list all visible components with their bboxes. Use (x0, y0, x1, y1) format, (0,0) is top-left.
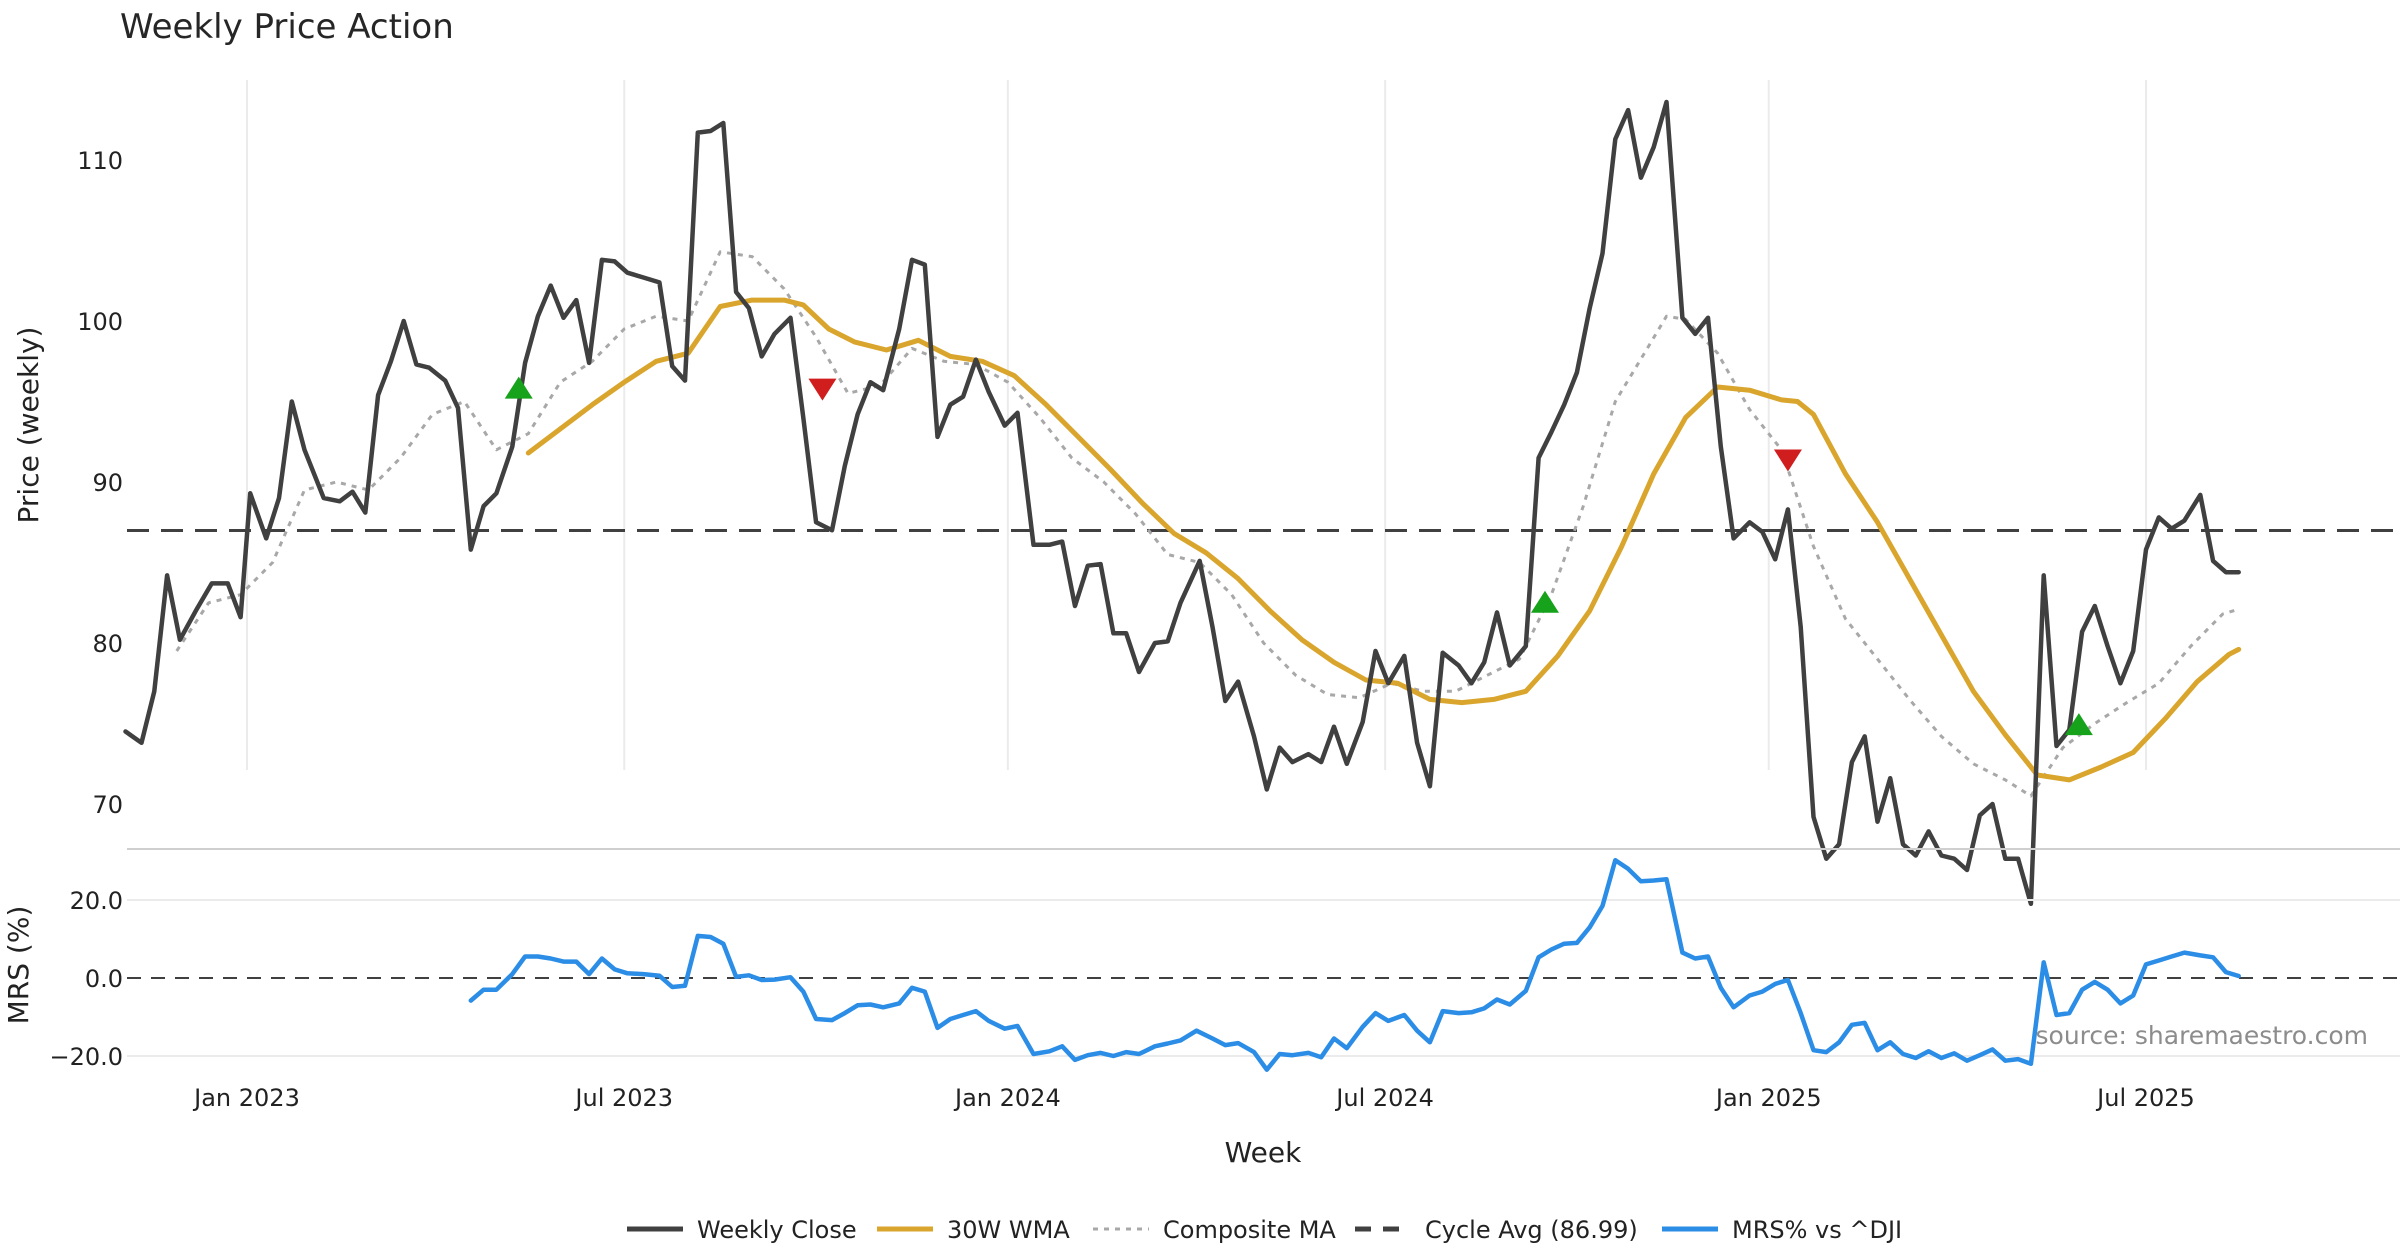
legend-label: Cycle Avg (86.99) (1425, 1216, 1638, 1244)
mrs-tick-label: 0.0 (85, 965, 123, 993)
x-tick-label: Jul 2023 (573, 1084, 673, 1112)
source-annotation: source: sharemaestro.com (2036, 1021, 2369, 1050)
buy-signal-marker (504, 376, 533, 399)
price-tick-label: 100 (77, 308, 123, 336)
sell-signal-marker (808, 378, 837, 401)
x-tick-label: Jan 2023 (192, 1084, 300, 1112)
price-tick-label: 110 (77, 147, 123, 175)
x-tick-label: Jul 2024 (1334, 1084, 1434, 1112)
composite-ma-line (175, 250, 2240, 798)
x-axis-title: Week (1225, 1136, 1302, 1169)
price-tick-label: 90 (92, 469, 123, 497)
buy-signal-marker (2064, 713, 2093, 736)
mrs-tick-label: −20.0 (49, 1043, 123, 1071)
x-tick-label: Jul 2025 (2095, 1084, 2195, 1112)
price-axis-title: Price (weekly) (12, 327, 45, 524)
weekly-close-line (123, 99, 2241, 907)
x-tick-label: Jan 2025 (1714, 1084, 1822, 1112)
mrs-tick-label: 20.0 (70, 887, 123, 915)
x-tick-label: Jan 2024 (953, 1084, 1061, 1112)
buy-signal-marker (1530, 590, 1559, 613)
30w-wma-line (525, 297, 2242, 783)
mrs-line (468, 857, 2241, 1072)
legend-label: MRS% vs ^DJI (1732, 1216, 1902, 1244)
chart-title: Weekly Price Action (120, 7, 454, 47)
legend-label: Weekly Close (697, 1216, 857, 1244)
sell-signal-marker (1773, 449, 1802, 472)
legend-label: 30W WMA (947, 1216, 1070, 1244)
legend-label: Composite MA (1163, 1216, 1336, 1244)
mrs-axis-title: MRS (%) (2, 906, 35, 1025)
price-tick-label: 70 (92, 791, 123, 819)
price-tick-label: 80 (92, 630, 123, 658)
